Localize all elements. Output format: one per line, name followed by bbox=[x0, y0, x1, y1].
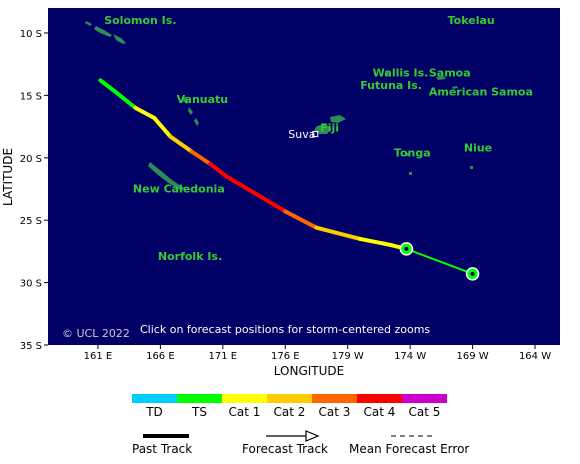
samoa-land bbox=[436, 76, 446, 80]
y-tick-label: 30 S bbox=[20, 279, 42, 290]
place-label: Fiji bbox=[320, 122, 339, 135]
legend-label: Cat 3 bbox=[319, 405, 351, 419]
fiji-land bbox=[330, 115, 346, 123]
new-caledonia-land bbox=[148, 162, 184, 191]
forecast-arrow-icon bbox=[305, 430, 320, 442]
solomon-islands-land bbox=[85, 21, 92, 26]
forecast-track-segment bbox=[406, 247, 473, 275]
place-label: Samoa bbox=[429, 67, 471, 80]
past-track-segment bbox=[358, 236, 394, 248]
legend-label: Cat 1 bbox=[229, 405, 261, 419]
land-masses bbox=[85, 21, 473, 191]
copyright-text: © UCL 2022 bbox=[62, 327, 130, 340]
place-label: Norfolk Is. bbox=[158, 250, 222, 263]
city-markers: Suva bbox=[288, 128, 319, 141]
forecast-track bbox=[406, 247, 473, 275]
past-track bbox=[98, 78, 409, 251]
x-axis-title: LONGITUDE bbox=[274, 364, 344, 378]
place-labels: Solomon Is. Tokelau Wallis Is.Futuna Is. Sa… bbox=[104, 14, 533, 263]
solomon-islands-land bbox=[94, 26, 112, 37]
past-track-segment bbox=[224, 174, 257, 195]
instruction-text: Click on forecast positions for storm-ce… bbox=[140, 323, 430, 336]
legend-label: Cat 5 bbox=[409, 405, 441, 419]
legend-swatch bbox=[267, 394, 312, 403]
x-tick-label: 179 W bbox=[332, 351, 364, 362]
place-label: Tonga bbox=[394, 147, 431, 160]
x-tick-label: 176 E bbox=[271, 351, 300, 362]
y-tick-label: 25 S bbox=[20, 216, 42, 227]
forecast-position-center bbox=[470, 271, 475, 276]
wallis-land bbox=[385, 72, 388, 75]
place-label: Niue bbox=[464, 142, 492, 155]
x-tick-label: 171 E bbox=[209, 351, 238, 362]
y-tick-label: 35 S bbox=[20, 341, 42, 352]
american-samoa-land bbox=[452, 86, 458, 89]
place-label: Futuna Is. bbox=[360, 79, 422, 92]
mean-error-label: Mean Forecast Error bbox=[349, 442, 469, 456]
past-track-segment bbox=[283, 209, 319, 230]
category-legend: TD TS Cat 1 Cat 2 Cat 3 Cat 4 Cat 5 bbox=[132, 394, 447, 419]
solomon-islands-land bbox=[113, 34, 126, 44]
y-axis-ticks: 10 S 15 S 20 S 25 S 30 S 35 S bbox=[20, 29, 48, 352]
past-track-segment bbox=[208, 162, 229, 179]
niue-land bbox=[470, 166, 473, 169]
place-label: Solomon Is. bbox=[104, 14, 176, 27]
y-tick-label: 20 S bbox=[20, 154, 42, 165]
legend-label: Cat 2 bbox=[274, 405, 306, 419]
legend-label: TS bbox=[191, 405, 207, 419]
forecast-track-label: Forecast Track bbox=[242, 442, 328, 456]
past-track-segment bbox=[252, 190, 288, 214]
city-label: Suva bbox=[288, 128, 315, 141]
legend-swatch bbox=[312, 394, 357, 403]
past-track-label: Past Track bbox=[132, 442, 192, 456]
x-tick-label: 164 W bbox=[519, 351, 551, 362]
track-legend: Past Track Forecast Track Mean Forecast … bbox=[132, 430, 469, 456]
forecast-positions[interactable] bbox=[399, 242, 480, 281]
fiji-land bbox=[314, 124, 331, 134]
past-track-segment bbox=[152, 115, 173, 139]
legend-swatch bbox=[132, 394, 177, 403]
past-track-segment bbox=[133, 105, 157, 120]
past-track-segment bbox=[314, 225, 363, 241]
legend-swatch bbox=[402, 394, 447, 403]
past-track-segment bbox=[114, 90, 138, 110]
y-tick-label: 10 S bbox=[20, 29, 42, 40]
place-label: New Caledonia bbox=[133, 183, 225, 196]
forecast-position-center bbox=[404, 246, 409, 251]
legend-label: TD bbox=[145, 405, 163, 419]
tonga-land bbox=[409, 172, 412, 175]
place-label: American Samoa bbox=[429, 85, 533, 98]
tonga-land bbox=[406, 153, 409, 156]
x-tick-label: 166 E bbox=[146, 351, 175, 362]
x-axis-ticks: 161 E 166 E 171 E 176 E 179 W 174 W 169 W 164 W bbox=[84, 345, 551, 362]
ocean-background bbox=[48, 8, 560, 345]
place-label: Tokelau bbox=[448, 14, 495, 27]
city-marker bbox=[312, 131, 319, 138]
x-tick-label: 169 W bbox=[457, 351, 489, 362]
legend-swatch bbox=[177, 394, 222, 403]
vanuatu-land bbox=[194, 118, 199, 126]
past-track-segment bbox=[168, 134, 194, 154]
legend-label: Cat 4 bbox=[364, 405, 396, 419]
past-track-segment bbox=[189, 149, 213, 167]
vanuatu-land bbox=[183, 96, 188, 104]
vanuatu-land bbox=[188, 107, 193, 115]
place-label: Wallis Is. bbox=[373, 67, 429, 80]
y-tick-label: 15 S bbox=[20, 91, 42, 102]
y-axis-title: LATITUDE bbox=[1, 148, 15, 206]
x-tick-label: 161 E bbox=[84, 351, 113, 362]
place-label: Vanuatu bbox=[177, 93, 229, 106]
past-track-segment bbox=[98, 78, 119, 95]
legend-swatch bbox=[357, 394, 402, 403]
x-tick-label: 174 W bbox=[394, 351, 426, 362]
legend-swatch bbox=[222, 394, 267, 403]
